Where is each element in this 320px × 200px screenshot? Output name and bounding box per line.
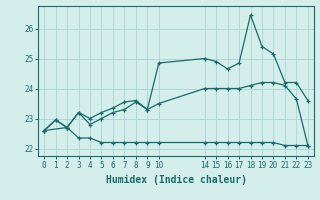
X-axis label: Humidex (Indice chaleur): Humidex (Indice chaleur) <box>106 175 246 185</box>
